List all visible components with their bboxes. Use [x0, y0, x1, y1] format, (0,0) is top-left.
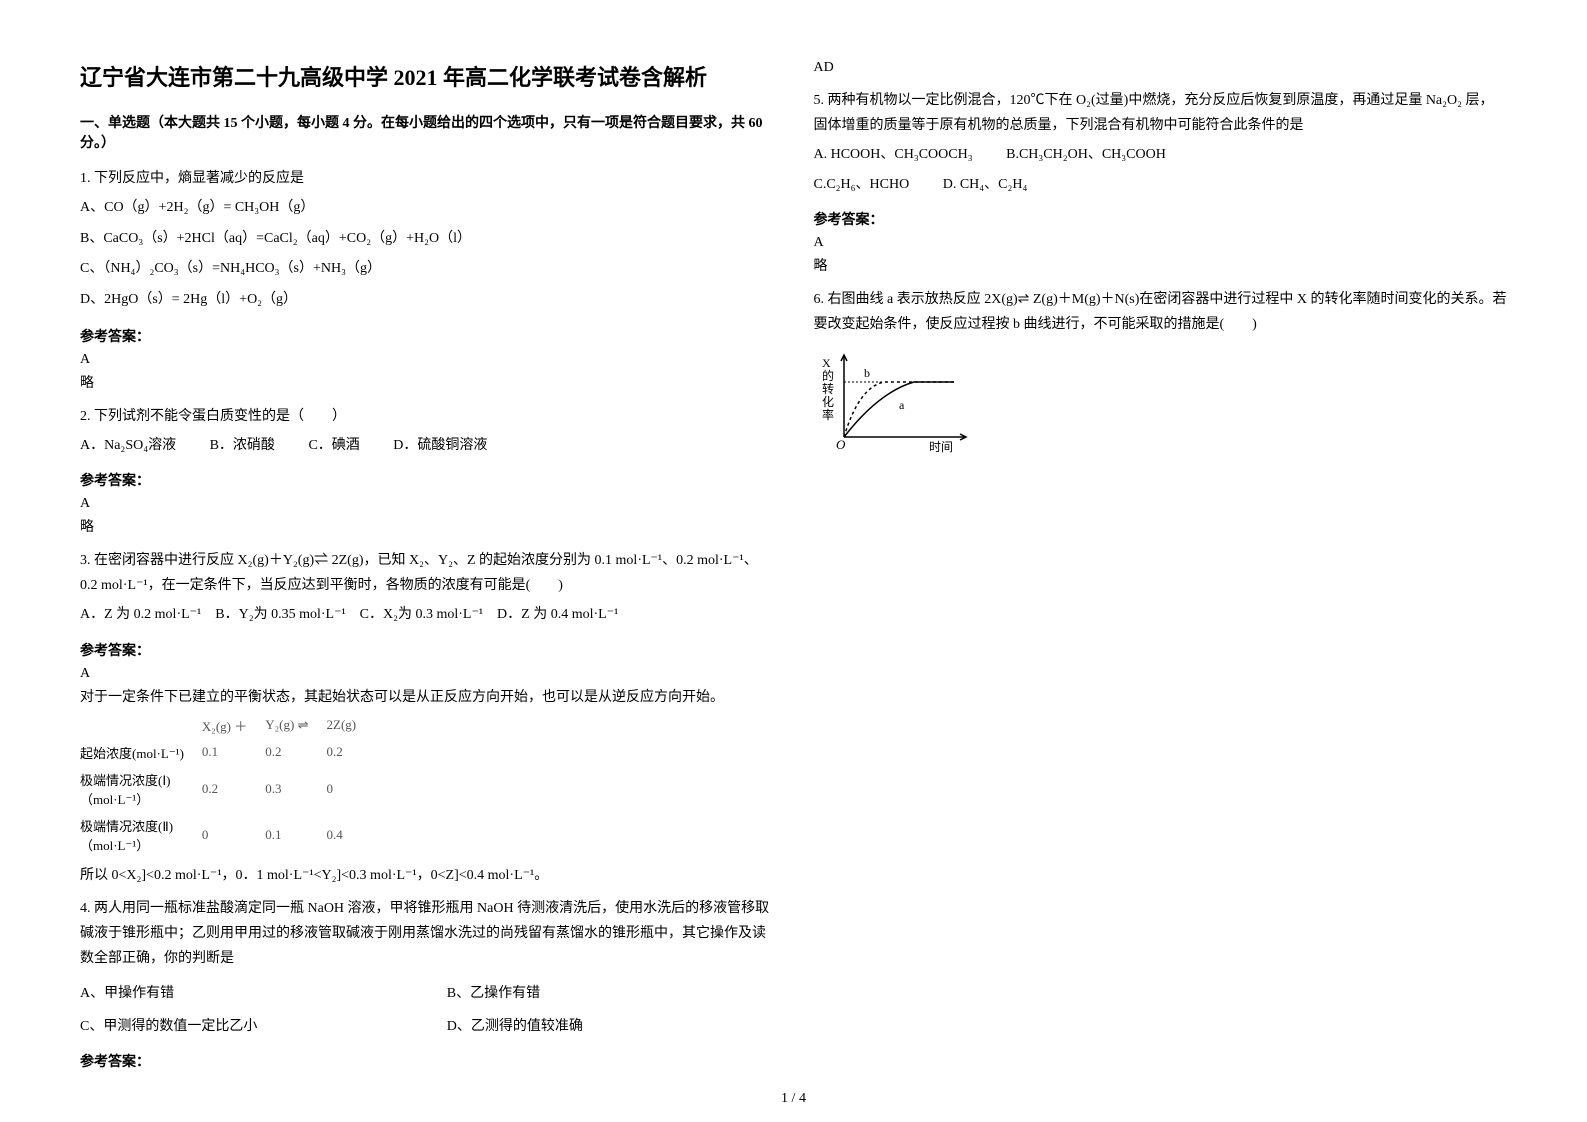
- r2-x2: 0.2: [202, 766, 265, 812]
- question-2: 2. 下列试剂不能令蛋白质变性的是（ ） A．Na₂SO₄溶液 B．浓硝酸 C．…: [80, 404, 774, 458]
- y-axis-label-3: 转: [822, 381, 834, 396]
- q4-option-c: C、甲测得的数值一定比乙小: [80, 1014, 407, 1039]
- q3-explain-2: 所以 0<X₂]<0.2 mol·L⁻¹，0．1 mol·L⁻¹<Y₂]<0.3…: [80, 864, 774, 884]
- question-4: 4. 两人用同一瓶标准盐酸滴定同一瓶 NaOH 溶液，甲将锥形瓶用 NaOH 待…: [80, 896, 774, 1040]
- q4-answer-label: 参考答案：: [80, 1051, 774, 1071]
- q1-option-c: C、（NH₄）₂CO₃（s）=NH₄HCO₃（s）+NH₃（g）: [80, 256, 774, 283]
- q5-answer: A: [814, 235, 1508, 251]
- q5-explain: 略: [814, 255, 1508, 275]
- q5-stem: 5. 两种有机物以一定比例混合，120℃下在 O₂(过量)中燃烧，充分反应后恢复…: [814, 88, 1508, 138]
- r1-x2: 0.1: [202, 739, 265, 766]
- r3-label: 极端情况浓度(Ⅱ) （mol·L⁻¹）: [80, 812, 202, 858]
- q5-answer-label: 参考答案：: [814, 209, 1508, 229]
- q5-option-c: C.C₂H₆、HCHO: [814, 177, 910, 192]
- q4-answer: AD: [814, 60, 1508, 76]
- y-axis-label-5: 率: [822, 407, 834, 422]
- r1-z: 0.2: [327, 739, 375, 766]
- th-y2: Y₂(g) ⇌: [265, 712, 326, 739]
- question-6: 6. 右图曲线 a 表示放热反应 2X(g)⇌ Z(g)＋M(g)＋N(s)在密…: [814, 287, 1508, 467]
- x-axis-label: 时间: [929, 440, 953, 454]
- r1-label: 起始浓度(mol·L⁻¹): [80, 739, 202, 766]
- q2-stem: 2. 下列试剂不能令蛋白质变性的是（ ）: [80, 404, 774, 429]
- y-axis-label-1: X: [822, 356, 831, 370]
- r2-z: 0: [327, 766, 375, 812]
- q1-stem: 1. 下列反应中，熵显著减少的反应是: [80, 166, 774, 191]
- q1-option-d: D、2HgO（s）= 2Hg（l）+O₂（g）: [80, 287, 774, 314]
- question-3: 3. 在密闭容器中进行反应 X₂(g)＋Y₂(g)⇌ 2Z(g)，已知 X₂、Y…: [80, 548, 774, 628]
- conversion-rate-chart-svg: X 的 转 化 率 O 时间 b a: [814, 347, 974, 457]
- q2-option-d: D．硫酸铜溶液: [393, 438, 487, 453]
- r3-z: 0.4: [327, 812, 375, 858]
- th-x2: X₂(g) ＋: [202, 712, 265, 739]
- q3-options: A．Z 为 0.2 mol·L⁻¹ B．Y₂为 0.35 mol·L⁻¹ C．X…: [80, 602, 774, 627]
- question-5: 5. 两种有机物以一定比例混合，120℃下在 O₂(过量)中燃烧，充分反应后恢复…: [814, 88, 1508, 197]
- q4-options-grid: A、甲操作有错 B、乙操作有错 C、甲测得的数值一定比乙小 D、乙测得的值较准确: [80, 981, 774, 1039]
- th-2z: 2Z(g): [327, 712, 375, 739]
- q2-options: A．Na₂SO₄溶液 B．浓硝酸 C．碘酒 D．硫酸铜溶液: [80, 433, 774, 458]
- q4-option-a: A、甲操作有错: [80, 981, 407, 1006]
- q2-option-a: A．Na₂SO₄溶液: [80, 438, 176, 453]
- q6-chart: X 的 转 化 率 O 时间 b a: [814, 347, 1508, 466]
- q6-stem: 6. 右图曲线 a 表示放热反应 2X(g)⇌ Z(g)＋M(g)＋N(s)在密…: [814, 287, 1508, 337]
- q5-option-d: D. CH₄、C₂H₄: [943, 177, 1028, 192]
- curve-a-label: a: [899, 398, 905, 412]
- q4-option-d: D、乙测得的值较准确: [447, 1014, 774, 1039]
- exam-title: 辽宁省大连市第二十九高级中学 2021 年高二化学联考试卷含解析: [80, 60, 774, 92]
- y-axis-label-2: 的: [822, 368, 834, 383]
- table-row-2: 极端情况浓度(Ⅰ) （mol·L⁻¹） 0.2 0.3 0: [80, 766, 374, 812]
- q4-option-b: B、乙操作有错: [447, 981, 774, 1006]
- q5-options-line1: A. HCOOH、CH₃COOCH₃ B.CH₃CH₂OH、CH₃COOH: [814, 142, 1508, 167]
- q1-answer: A: [80, 352, 774, 368]
- page-number: 1 / 4: [781, 1091, 806, 1107]
- table-row-1: 起始浓度(mol·L⁻¹) 0.1 0.2 0.2: [80, 739, 374, 766]
- q4-stem: 4. 两人用同一瓶标准盐酸滴定同一瓶 NaOH 溶液，甲将锥形瓶用 NaOH 待…: [80, 896, 774, 972]
- table-row-3: 极端情况浓度(Ⅱ) （mol·L⁻¹） 0 0.1 0.4: [80, 812, 374, 858]
- q2-option-c: C．碘酒: [308, 438, 359, 453]
- q3-answer-label: 参考答案：: [80, 640, 774, 660]
- q1-option-b: B、CaCO₃（s）+2HCl（aq）=CaCl₂（aq）+CO₂（g）+H₂O…: [80, 226, 774, 253]
- q1-answer-label: 参考答案：: [80, 326, 774, 346]
- question-1: 1. 下列反应中，熵显著减少的反应是 A、CO（g）+2H₂（g）= CH₃OH…: [80, 166, 774, 314]
- table-header-row: X₂(g) ＋ Y₂(g) ⇌ 2Z(g): [80, 712, 374, 739]
- r3-y2: 0.1: [265, 812, 326, 858]
- q3-explain-1: 对于一定条件下已建立的平衡状态，其起始状态可以是从正反应方向开始，也可以是从逆反…: [80, 686, 774, 706]
- q5-option-b: B.CH₃CH₂OH、CH₃COOH: [1006, 147, 1166, 162]
- q3-table: X₂(g) ＋ Y₂(g) ⇌ 2Z(g) 起始浓度(mol·L⁻¹) 0.1 …: [80, 712, 374, 858]
- curve-b-label: b: [864, 366, 870, 380]
- section-1-header: 一、单选题（本大题共 15 个小题，每小题 4 分。在每小题给出的四个选项中，只…: [80, 112, 774, 152]
- q1-option-a: A、CO（g）+2H₂（g）= CH₃OH（g）: [80, 195, 774, 222]
- r3-x2: 0: [202, 812, 265, 858]
- q2-explain: 略: [80, 516, 774, 536]
- q1-explain: 略: [80, 372, 774, 392]
- q2-option-b: B．浓硝酸: [210, 438, 275, 453]
- q3-answer: A: [80, 666, 774, 682]
- q2-answer: A: [80, 496, 774, 512]
- r1-y2: 0.2: [265, 739, 326, 766]
- q3-stem: 3. 在密闭容器中进行反应 X₂(g)＋Y₂(g)⇌ 2Z(g)，已知 X₂、Y…: [80, 548, 774, 598]
- origin-label: O: [836, 437, 846, 452]
- q2-answer-label: 参考答案：: [80, 470, 774, 490]
- y-axis-label-4: 化: [822, 395, 834, 409]
- q5-options-line2: C.C₂H₆、HCHO D. CH₄、C₂H₄: [814, 172, 1508, 197]
- q5-option-a: A. HCOOH、CH₃COOCH₃: [814, 147, 973, 162]
- th-blank: [80, 712, 202, 739]
- r2-label: 极端情况浓度(Ⅰ) （mol·L⁻¹）: [80, 766, 202, 812]
- r2-y2: 0.3: [265, 766, 326, 812]
